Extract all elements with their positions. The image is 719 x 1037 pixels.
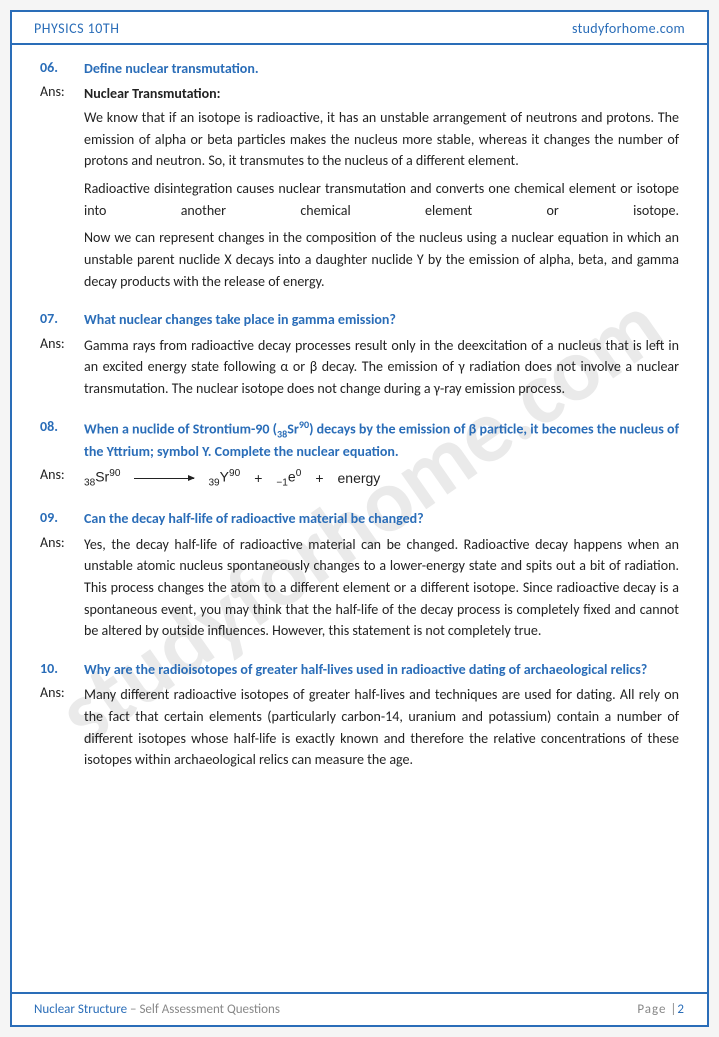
footer-chapter: Nuclear Structure – Self Assessment Ques… [34,1002,280,1017]
answer-row: Ans: Yes, the decay half-life of radioac… [40,534,679,642]
question-row: 09. Can the decay half-life of radioacti… [40,509,679,529]
question-number: 08. [40,418,84,462]
question-text: Define nuclear transmutation. [84,59,259,79]
nuclear-equation: 38Sr90 39Y90 + −1e0 + energy [84,466,679,491]
question-row: 06. Define nuclear transmutation. [40,59,679,79]
question-number: 09. [40,509,84,529]
footer-subtitle: Self Assessment Questions [139,1002,280,1017]
page: studyforhome.com PHYSICS 10TH studyforho… [10,10,709,1027]
answer-para: Many different radioactive isotopes of g… [84,684,679,771]
question-number: 07. [40,310,84,330]
question-row: 08. When a nuclide of Strontium-90 (38Sr… [40,418,679,462]
page-number: 2 [677,1002,685,1017]
answer-label: Ans: [40,684,84,771]
page-label: Page | [637,1002,677,1017]
question-row: 10. Why are the radioisotopes of greater… [40,660,679,680]
answer-body: Yes, the decay half-life of radioactive … [84,534,679,642]
eq-left: 38Sr90 [84,466,120,491]
content-area: 06. Define nuclear transmutation. Ans: N… [12,45,707,799]
answer-heading: Nuclear Transmutation: [84,83,679,105]
footer-chapter-name: Nuclear Structure [34,1002,127,1017]
footer-sep: – [127,1002,139,1017]
qa-block: 07. What nuclear changes take place in g… [40,310,679,399]
answer-row: Ans: Gamma rays from radioactive decay p… [40,335,679,400]
answer-row: Ans: Many different radioactive isotopes… [40,684,679,771]
qa-block: 08. When a nuclide of Strontium-90 (38Sr… [40,418,679,491]
eq-energy: energy [338,468,381,490]
question-row: 07. What nuclear changes take place in g… [40,310,679,330]
question-text: When a nuclide of Strontium-90 (38Sr90) … [84,418,679,462]
answer-row: Ans: Nuclear Transmutation: We know that… [40,83,679,292]
qa-block: 10. Why are the radioisotopes of greater… [40,660,679,771]
question-text: What nuclear changes take place in gamma… [84,310,396,330]
question-text: Why are the radioisotopes of greater hal… [84,660,647,680]
eq-plus: + [254,468,262,490]
question-number: 06. [40,59,84,79]
eq-right2: −1e0 [276,466,301,491]
answer-row: Ans: 38Sr90 39Y90 + −1e0 + energy [40,466,679,491]
answer-body: 38Sr90 39Y90 + −1e0 + energy [84,466,679,491]
answer-label: Ans: [40,534,84,642]
page-header: PHYSICS 10TH studyforhome.com [12,12,707,45]
answer-label: Ans: [40,83,84,292]
answer-para: Now we can represent changes in the comp… [84,227,679,292]
answer-para: We know that if an isotope is radioactiv… [84,107,679,172]
header-site: studyforhome.com [572,20,685,37]
answer-body: Many different radioactive isotopes of g… [84,684,679,771]
arrow-icon [134,478,194,479]
page-footer: Nuclear Structure – Self Assessment Ques… [12,992,707,1025]
eq-right1: 39Y90 [208,466,240,491]
answer-para: Yes, the decay half-life of radioactive … [84,534,679,642]
answer-para: Gamma rays from radioactive decay proces… [84,335,679,400]
answer-body: Nuclear Transmutation: We know that if a… [84,83,679,292]
qa-block: 09. Can the decay half-life of radioacti… [40,509,679,642]
header-subject: PHYSICS 10TH [34,20,119,37]
footer-page: Page |2 [637,1002,685,1017]
answer-label: Ans: [40,466,84,491]
eq-plus: + [315,468,323,490]
qa-block: 06. Define nuclear transmutation. Ans: N… [40,59,679,292]
question-text: Can the decay half-life of radioactive m… [84,509,424,529]
question-number: 10. [40,660,84,680]
answer-label: Ans: [40,335,84,400]
answer-para: Radioactive disintegration causes nuclea… [84,178,679,221]
answer-body: Gamma rays from radioactive decay proces… [84,335,679,400]
